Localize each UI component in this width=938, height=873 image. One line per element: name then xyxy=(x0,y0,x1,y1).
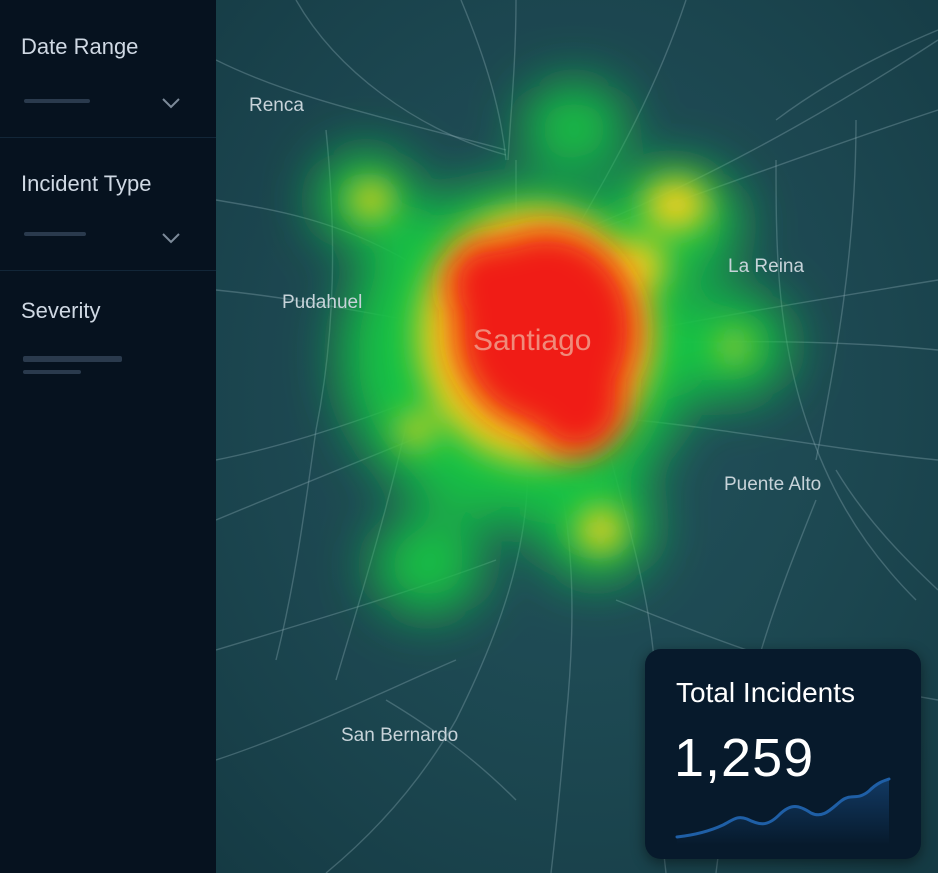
date-range-value-placeholder xyxy=(24,99,90,103)
date-range-filter[interactable]: Date Range xyxy=(0,0,216,137)
heatmap-layer xyxy=(316,83,790,615)
divider xyxy=(0,137,216,138)
place-label-renca: Renca xyxy=(249,95,304,116)
card-title: Total Incidents xyxy=(676,677,855,708)
city-label-santiago: Santiago xyxy=(473,324,592,357)
place-label-pudahuel: Pudahuel xyxy=(282,292,363,313)
chevron-down-icon[interactable] xyxy=(161,232,181,244)
place-label-puente-alto: Puente Alto xyxy=(724,474,822,495)
place-label-san-bernardo: San Bernardo xyxy=(341,725,459,746)
incident-type-value-placeholder xyxy=(24,232,86,236)
severity-filter[interactable]: Severity xyxy=(0,271,216,401)
sparkline-icon xyxy=(675,777,891,845)
date-range-label: Date Range xyxy=(21,34,139,59)
incident-heatmap[interactable]: Renca La Reina Pudahuel Puente Alto San … xyxy=(216,0,938,873)
severity-label: Severity xyxy=(21,298,101,323)
incident-type-label: Incident Type xyxy=(21,171,152,196)
place-label-la-reina: La Reina xyxy=(728,256,805,277)
incident-count: 1,259 xyxy=(674,728,815,788)
divider xyxy=(0,270,216,271)
severity-range-bar-secondary xyxy=(23,370,81,374)
chevron-down-icon[interactable] xyxy=(161,97,181,109)
incident-type-filter[interactable]: Incident Type xyxy=(0,138,216,270)
severity-range-bar[interactable] xyxy=(23,356,122,362)
total-incidents-card: Total Incidents 1,259 xyxy=(645,649,921,859)
filter-sidebar: Date Range Incident Type Severity xyxy=(0,0,217,873)
